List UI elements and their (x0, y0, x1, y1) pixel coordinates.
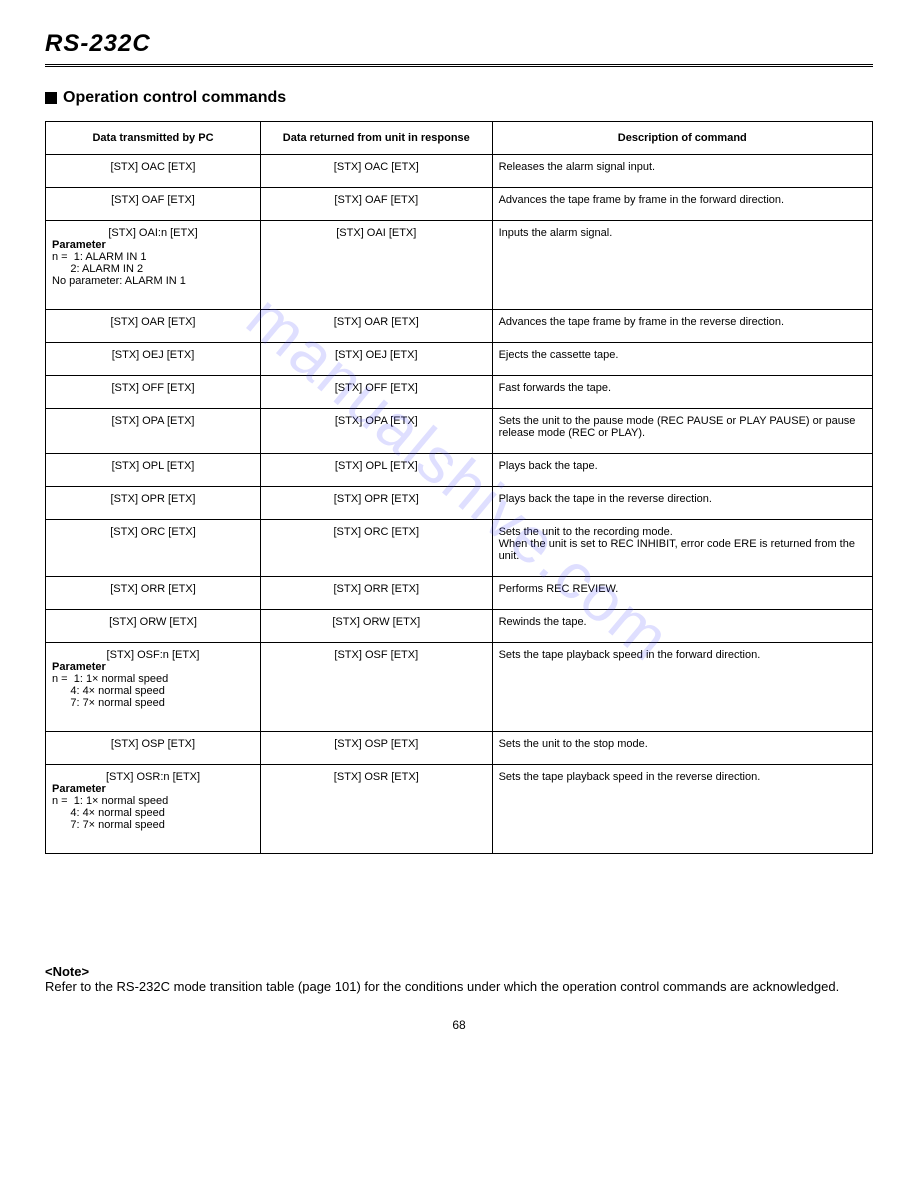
table-row: [STX] OSF:n [ETX]Parametern = 1: 1× norm… (46, 643, 873, 732)
table-row: [STX] OPR [ETX][STX] OPR [ETX]Plays back… (46, 487, 873, 520)
cell-desc: Performs REC REVIEW. (492, 577, 872, 610)
cell-rx: [STX] OAF [ETX] (261, 188, 493, 221)
cell-tx-param-title: Parameter (52, 783, 254, 795)
cell-desc: Ejects the cassette tape. (492, 343, 872, 376)
table-row: [STX] OAR [ETX][STX] OAR [ETX]Advances t… (46, 310, 873, 343)
cell-tx: [STX] OSF:n [ETX]Parametern = 1: 1× norm… (46, 643, 261, 732)
cell-rx: [STX] OFF [ETX] (261, 376, 493, 409)
cell-rx: [STX] OPL [ETX] (261, 454, 493, 487)
page-number: 68 (45, 1018, 873, 1032)
cell-desc: Releases the alarm signal input. (492, 155, 872, 188)
table-header-row: Data transmitted by PC Data returned fro… (46, 122, 873, 155)
cell-tx: [STX] OPR [ETX] (46, 487, 261, 520)
cell-desc: Rewinds the tape. (492, 610, 872, 643)
cell-rx: [STX] OEJ [ETX] (261, 343, 493, 376)
cell-desc: Inputs the alarm signal. (492, 221, 872, 310)
cell-desc: Advances the tape frame by frame in the … (492, 188, 872, 221)
commands-table: Data transmitted by PC Data returned fro… (45, 121, 873, 854)
table-row: [STX] OSR:n [ETX]Parametern = 1: 1× norm… (46, 765, 873, 854)
cell-tx: [STX] ORW [ETX] (46, 610, 261, 643)
note-section: <Note> Refer to the RS-232C mode transit… (45, 964, 873, 994)
cell-tx-param-title: Parameter (52, 661, 254, 673)
cell-rx: [STX] OAR [ETX] (261, 310, 493, 343)
col-header-rx: Data returned from unit in response (261, 122, 493, 155)
table-row: [STX] OEJ [ETX][STX] OEJ [ETX]Ejects the… (46, 343, 873, 376)
cell-tx: [STX] ORC [ETX] (46, 520, 261, 577)
cell-desc: Sets the unit to the recording mode. Whe… (492, 520, 872, 577)
cell-desc: Sets the unit to the stop mode. (492, 732, 872, 765)
section-title-text: Operation control commands (63, 89, 286, 107)
table-row: [STX] ORR [ETX][STX] ORR [ETX]Performs R… (46, 577, 873, 610)
cell-rx: [STX] OSF [ETX] (261, 643, 493, 732)
cell-tx: [STX] OSP [ETX] (46, 732, 261, 765)
note-label: <Note> (45, 964, 89, 979)
table-row: [STX] OAC [ETX][STX] OAC [ETX]Releases t… (46, 155, 873, 188)
col-header-tx: Data transmitted by PC (46, 122, 261, 155)
cell-desc: Sets the tape playback speed in the forw… (492, 643, 872, 732)
cell-desc: Sets the unit to the pause mode (REC PAU… (492, 409, 872, 454)
cell-rx: [STX] ORR [ETX] (261, 577, 493, 610)
cell-tx-cmd: [STX] OSR:n [ETX] (52, 771, 254, 783)
cell-tx: [STX] OSR:n [ETX]Parametern = 1: 1× norm… (46, 765, 261, 854)
table-row: [STX] OSP [ETX][STX] OSP [ETX]Sets the u… (46, 732, 873, 765)
cell-rx: [STX] ORW [ETX] (261, 610, 493, 643)
table-row: [STX] OPL [ETX][STX] OPL [ETX]Plays back… (46, 454, 873, 487)
table-row: [STX] OFF [ETX][STX] OFF [ETX]Fast forwa… (46, 376, 873, 409)
cell-tx-cmd: [STX] OAI:n [ETX] (52, 227, 254, 239)
section-title: Operation control commands (45, 89, 873, 107)
cell-desc: Sets the tape playback speed in the reve… (492, 765, 872, 854)
cell-tx-param-lines: n = 1: 1× normal speed 4: 4× normal spee… (52, 795, 254, 831)
header-divider (45, 64, 873, 67)
table-row: [STX] OAF [ETX][STX] OAF [ETX]Advances t… (46, 188, 873, 221)
cell-tx-param-title: Parameter (52, 239, 254, 251)
cell-rx: [STX] OPR [ETX] (261, 487, 493, 520)
cell-rx: [STX] OAC [ETX] (261, 155, 493, 188)
cell-tx: [STX] OAI:n [ETX]Parametern = 1: ALARM I… (46, 221, 261, 310)
cell-tx: [STX] OFF [ETX] (46, 376, 261, 409)
cell-desc: Plays back the tape. (492, 454, 872, 487)
cell-desc: Advances the tape frame by frame in the … (492, 310, 872, 343)
cell-rx: [STX] OPA [ETX] (261, 409, 493, 454)
cell-tx: [STX] ORR [ETX] (46, 577, 261, 610)
col-header-desc: Description of command (492, 122, 872, 155)
cell-rx: [STX] OSP [ETX] (261, 732, 493, 765)
cell-tx-param-lines: n = 1: ALARM IN 1 2: ALARM IN 2 No param… (52, 251, 254, 287)
table-row: [STX] OAI:n [ETX]Parametern = 1: ALARM I… (46, 221, 873, 310)
cell-rx: [STX] OSR [ETX] (261, 765, 493, 854)
cell-tx-param-lines: n = 1: 1× normal speed 4: 4× normal spee… (52, 673, 254, 709)
cell-tx: [STX] OAR [ETX] (46, 310, 261, 343)
cell-tx: [STX] OPL [ETX] (46, 454, 261, 487)
cell-tx: [STX] OPA [ETX] (46, 409, 261, 454)
cell-tx: [STX] OEJ [ETX] (46, 343, 261, 376)
cell-desc: Plays back the tape in the reverse direc… (492, 487, 872, 520)
table-row: [STX] OPA [ETX][STX] OPA [ETX]Sets the u… (46, 409, 873, 454)
note-text: Refer to the RS-232C mode transition tab… (45, 979, 839, 994)
cell-tx: [STX] OAC [ETX] (46, 155, 261, 188)
table-row: [STX] ORW [ETX][STX] ORW [ETX]Rewinds th… (46, 610, 873, 643)
cell-desc: Fast forwards the tape. (492, 376, 872, 409)
cell-rx: [STX] ORC [ETX] (261, 520, 493, 577)
cell-tx: [STX] OAF [ETX] (46, 188, 261, 221)
page-title: RS-232C (45, 30, 873, 58)
cell-tx-cmd: [STX] OSF:n [ETX] (52, 649, 254, 661)
cell-rx: [STX] OAI [ETX] (261, 221, 493, 310)
table-row: [STX] ORC [ETX][STX] ORC [ETX]Sets the u… (46, 520, 873, 577)
